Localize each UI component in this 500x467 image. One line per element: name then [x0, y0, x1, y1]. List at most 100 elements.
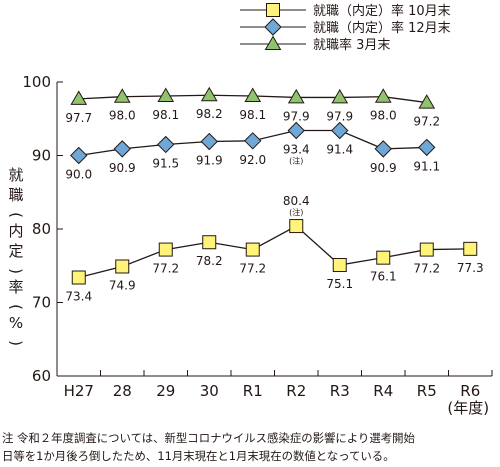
data-label: 91.1 [413, 159, 440, 173]
data-point [463, 241, 478, 256]
y-axis-label-char: % [9, 314, 23, 332]
data-label: 74.9 [109, 278, 136, 292]
data-point [418, 138, 436, 157]
data-point [374, 140, 392, 158]
legend-marker-diamond [264, 18, 282, 36]
series-triangle: 97.7 98.0 98.1 98.2 98.1 97.9 97.9 98.0 97.2 [65, 86, 440, 129]
data-point [157, 87, 175, 102]
data-label: 98.2 [196, 107, 223, 121]
data-label-note: (注) [289, 207, 303, 217]
y-axis-label: 就職 ( 内定) 率 (%) [7, 166, 25, 346]
footnote-line-1: 注 令和２年度調査については、新型コロナウイルス感染症の影響により選考開始 [2, 431, 415, 445]
data-label: 78.2 [196, 254, 223, 268]
data-point [113, 140, 131, 158]
data-label: 91.4 [326, 143, 353, 157]
x-tick-label: R5 [417, 382, 437, 400]
data-point [331, 88, 349, 104]
data-label: 77.2 [413, 262, 440, 276]
y-tick-label: 90 [32, 147, 51, 165]
data-point [374, 88, 392, 103]
x-tick-label: 30 [200, 382, 219, 400]
x-axis-unit: (年度) [447, 399, 489, 417]
legend-label: 就職率 3月末 [313, 37, 390, 53]
data-label: 75.1 [326, 277, 353, 291]
data-point [244, 132, 262, 150]
series-layer: 73.474.977.278.277.280.4(注)75.176.177.2 7… [65, 86, 484, 304]
data-point [200, 86, 218, 102]
x-tick-label: R2 [286, 382, 306, 400]
x-tick-label: H27 [64, 382, 94, 400]
data-point [287, 88, 305, 104]
y-axis-label-char: 職 [8, 186, 23, 204]
y-axis-label-char: ( [7, 304, 25, 310]
series-square: 73.4 74.9 77.2 78.2 77.2 80.4(注) 75.1 76.1 77.2 7… [65, 194, 483, 303]
data-label: 98.1 [239, 108, 266, 122]
data-label: 91.5 [152, 156, 179, 170]
data-point [331, 121, 349, 140]
data-label: 91.9 [196, 154, 223, 168]
data-label: 97.9 [326, 109, 353, 123]
data-label: 90.9 [370, 161, 397, 175]
y-axis-label-char: 率 [8, 278, 23, 296]
x-tick-label: 29 [156, 382, 175, 400]
data-label: 92.0 [239, 153, 266, 167]
data-point [244, 87, 262, 102]
data-label: 77.3 [457, 261, 484, 275]
data-point [70, 146, 88, 165]
series-diamond: 90.0 90.9 91.5 91.9 92.0 93.4(注) 91.4 90.9 91.1 [65, 121, 440, 182]
footnote-line-2: 日等を1か月後ろ倒したため、11月末現在と1月末現在の数値となっている。 [2, 449, 395, 463]
y-axis-label-char: 定 [8, 242, 23, 260]
data-point [115, 259, 130, 274]
data-label: 97.9 [283, 109, 310, 123]
data-label: 98.0 [109, 109, 136, 123]
data-label: 76.1 [370, 270, 397, 284]
y-axis-label-char: ) [7, 268, 25, 274]
data-point [113, 88, 131, 103]
x-tick-label: R3 [330, 382, 350, 400]
data-label: 80.4 [283, 194, 310, 208]
legend-item: 就職率 3月末 [240, 35, 390, 53]
data-point [376, 250, 391, 265]
data-point [70, 90, 88, 105]
data-label: 97.2 [413, 115, 440, 129]
legend-item: 就職（内定）率 12月末 [240, 18, 451, 36]
data-label: 98.1 [152, 108, 179, 122]
y-axis-label-char: ) [7, 340, 25, 346]
y-tick-label: 80 [32, 220, 51, 238]
data-label: 98.0 [370, 109, 397, 123]
y-axis-label-char: 内 [8, 222, 23, 240]
axes: 60 70 80 90 100 H27 28 29 30 R1 R2 R3 R4 R5 R6(年度) [22, 73, 493, 417]
y-tick-label: 70 [32, 294, 51, 312]
y-tick-label: 100 [22, 73, 51, 91]
data-point [158, 242, 173, 257]
y-tick-label: 60 [32, 367, 51, 385]
data-label: 90.0 [65, 168, 92, 182]
footnote: 注 令和２年度調査については、新型コロナウイルス感染症の影響により選考開始 日等… [2, 429, 498, 465]
data-label: 93.4 [283, 143, 310, 157]
series-line [78, 225, 471, 279]
data-point [289, 219, 304, 234]
data-label-note: (注) [289, 156, 303, 166]
legend-marker-square [266, 3, 280, 17]
legend-label: 就職（内定）率 10月末 [313, 3, 451, 19]
data-point [200, 132, 218, 151]
data-point [287, 121, 305, 140]
legend-label: 就職（内定）率 12月末 [313, 20, 451, 36]
data-point [332, 258, 347, 273]
x-tick-label: R1 [243, 382, 263, 400]
data-point [202, 235, 217, 250]
data-point [157, 135, 175, 154]
data-label: 73.4 [65, 290, 92, 304]
legend-item: 就職（内定）率 10月末 [240, 3, 451, 19]
data-label: 97.7 [65, 111, 92, 125]
y-axis-label-char: 就 [8, 166, 23, 184]
x-tick-label: R6 [460, 382, 480, 400]
data-point [419, 242, 434, 257]
data-label: 77.2 [239, 262, 266, 276]
y-axis-label-char: ( [7, 212, 25, 218]
x-tick-label: R4 [373, 382, 393, 400]
data-point [418, 94, 436, 109]
legend-marker-triangle [264, 35, 282, 50]
